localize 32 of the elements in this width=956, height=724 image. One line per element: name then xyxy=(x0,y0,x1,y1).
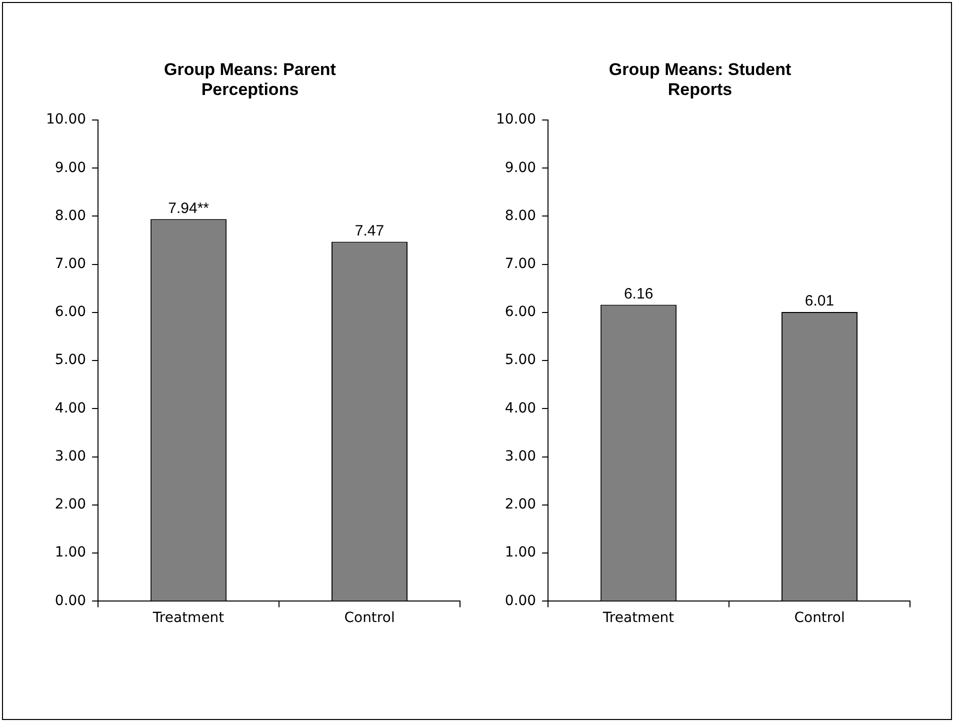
data-label: 6.01 xyxy=(804,292,834,310)
y-tick-label: 3.00 xyxy=(54,448,86,464)
y-tick-label: 6.00 xyxy=(54,304,86,320)
data-label: 6.16 xyxy=(624,285,654,302)
y-tick-label: 1.00 xyxy=(54,544,86,561)
chart-title: Group Means: Parent Perceptions xyxy=(163,60,337,100)
y-tick-label: 10.00 xyxy=(496,112,536,128)
y-tick-label: 8.00 xyxy=(54,208,86,224)
y-tick-label: 2.00 xyxy=(54,496,86,513)
y-tick-label: 5.00 xyxy=(54,352,86,368)
y-tick-label: 9.00 xyxy=(504,160,536,176)
chart-title: Group Means: Student Reports xyxy=(608,60,792,100)
y-tick-label: 6.00 xyxy=(504,304,536,320)
y-tick-label: 1.00 xyxy=(504,544,536,561)
x-tick-label: Control xyxy=(344,610,395,626)
y-tick-label: 0.00 xyxy=(54,592,86,609)
y-tick-label: 2.00 xyxy=(504,496,536,513)
x-tick-label: Treatment xyxy=(602,610,675,626)
y-tick-label: 7.00 xyxy=(54,256,86,272)
y-tick-label: 8.00 xyxy=(504,208,536,224)
x-tick-label: Treatment xyxy=(152,610,225,626)
y-tick-label: 10.00 xyxy=(46,112,86,128)
x-tick-label: Control xyxy=(794,610,845,626)
data-label: 7.94** xyxy=(168,200,210,217)
y-tick-label: 4.00 xyxy=(54,400,86,416)
y-tick-label: 9.00 xyxy=(54,160,86,176)
y-tick-label: 0.00 xyxy=(504,592,536,609)
y-tick-label: 4.00 xyxy=(504,400,536,416)
data-label: 7.47 xyxy=(354,222,384,240)
y-tick-label: 7.00 xyxy=(504,256,536,272)
y-tick-label: 5.00 xyxy=(504,352,536,368)
y-tick-label: 3.00 xyxy=(504,448,536,464)
